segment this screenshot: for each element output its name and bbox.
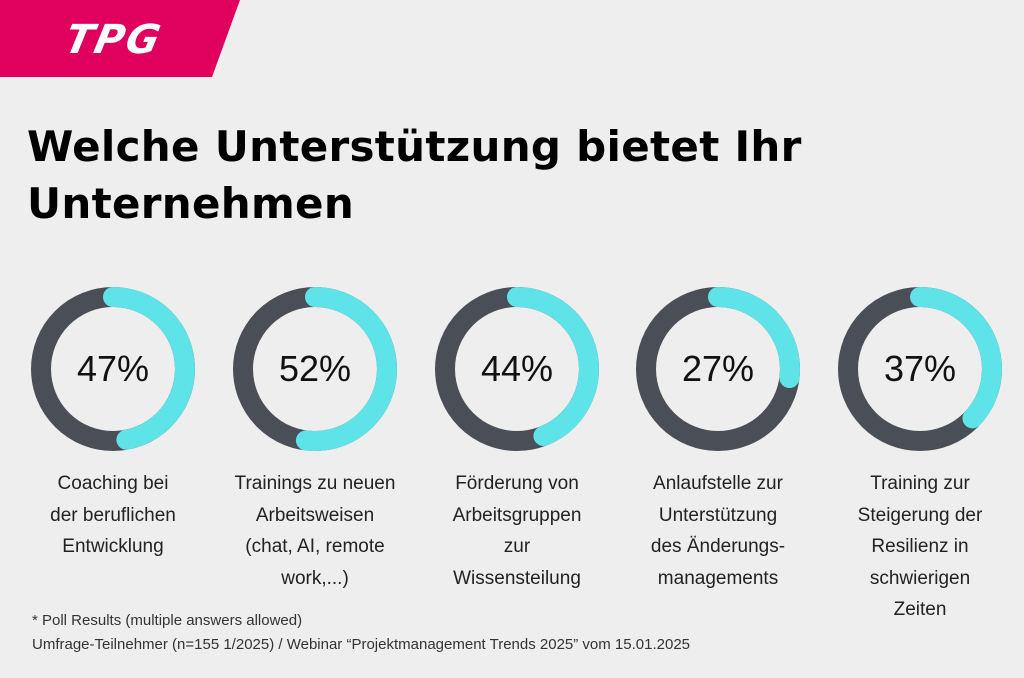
donut-percentage: 52% xyxy=(278,348,352,389)
donut-value-arc xyxy=(636,287,800,451)
donut-percentage: 47% xyxy=(76,348,150,389)
donut-percentage: 44% xyxy=(480,348,554,389)
page-title: Welche Unterstützung bietet Ihr Unterneh… xyxy=(27,122,802,228)
donut-5: 37% xyxy=(837,286,1003,452)
donut-label: Coaching bei der beruflichen Entwicklung xyxy=(50,473,176,557)
donut-label: Förderung von Arbeitsgruppen zur Wissens… xyxy=(452,473,582,589)
source-note: Umfrage-Teilnehmer (n=155 1/2025) / Webi… xyxy=(32,636,691,653)
donut-value-arc xyxy=(233,287,397,451)
tpg-logo: TPG xyxy=(0,0,240,77)
donut-value-arc xyxy=(31,287,195,451)
donut-label: Anlaufstelle zur Unterstützung des Änder… xyxy=(650,473,786,589)
donut-label: Trainings zu neuen Arbeitsweisen (chat, … xyxy=(234,473,396,589)
donut-1: 47% xyxy=(30,286,196,452)
donut-2: 52% xyxy=(232,286,398,452)
donut-value-arc xyxy=(838,287,1002,451)
donut-percentage: 27% xyxy=(681,348,755,389)
donut-percentage: 37% xyxy=(883,348,957,389)
footnote: * Poll Results (multiple answers allowed… xyxy=(32,612,303,629)
donut-4: 27% xyxy=(635,286,801,452)
donut-value-arc xyxy=(435,287,599,451)
donut-3: 44% xyxy=(434,286,600,452)
donut-label: Training zur Steigerung der Resilienz in… xyxy=(857,473,983,620)
svg-text:TPG: TPG xyxy=(61,15,167,62)
